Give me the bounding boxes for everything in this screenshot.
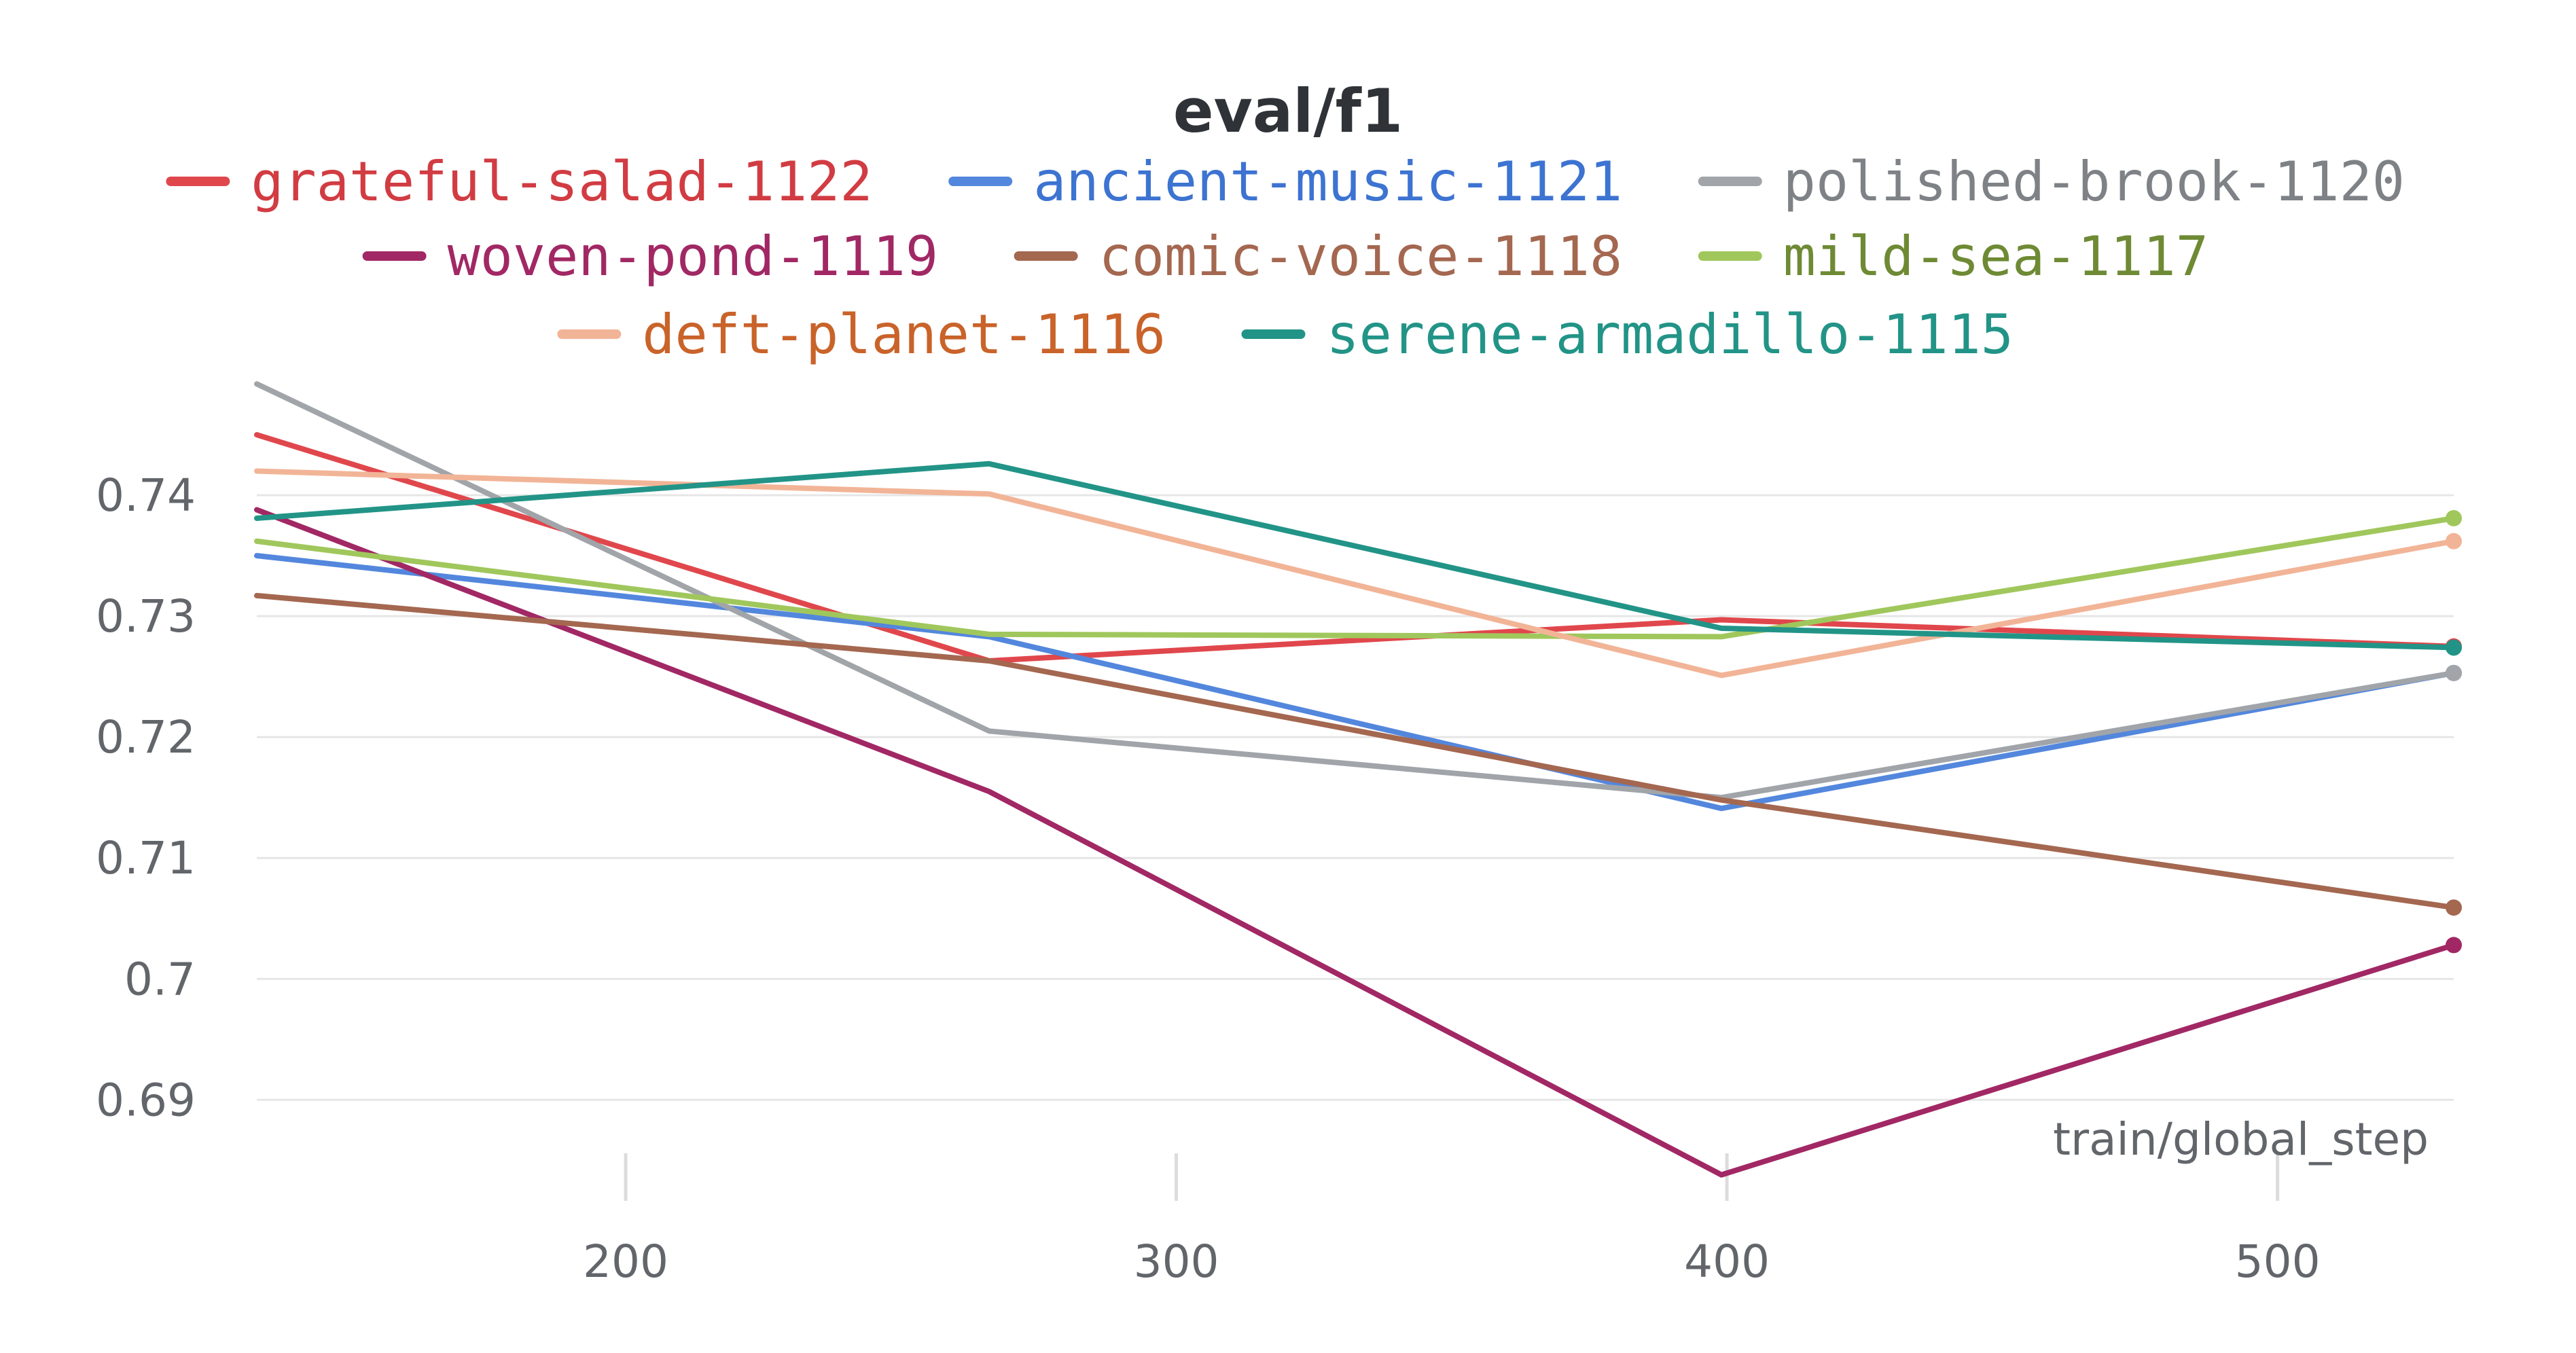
series-line-polished-brook-1120 — [254, 381, 2456, 801]
legend-label: comic-voice-1118 — [1099, 225, 1623, 288]
y-tick-label: 0.7 — [124, 953, 196, 1005]
chart-title: eval/f1 — [1173, 76, 1403, 146]
series-line-woven-pond-1119 — [254, 507, 2456, 1178]
legend: grateful-salad-1122 ancient-music-1121 pol… — [166, 150, 2405, 366]
legend-label: woven-pond-1119 — [448, 225, 938, 288]
series-end-marker — [2446, 509, 2462, 526]
legend-label: deft-planet-1116 — [642, 303, 1166, 366]
series-end-marker — [2446, 664, 2462, 681]
x-tick-label: 300 — [1134, 1235, 1219, 1288]
series-end-marker — [2446, 533, 2462, 549]
x-tick-label: 200 — [583, 1235, 668, 1288]
x-tick-label: 400 — [1684, 1235, 1770, 1288]
series-end-marker — [2446, 639, 2462, 656]
legend-label: polished-brook-1120 — [1783, 150, 2405, 213]
y-tick-label: 0.71 — [96, 832, 196, 884]
series-line-ancient-music-1121 — [254, 553, 2456, 812]
y-tick-label: 0.69 — [96, 1074, 196, 1126]
series-end-marker — [2446, 937, 2462, 954]
y-tick-label: 0.73 — [96, 590, 196, 643]
x-axis-ticks: 200 300 400 500 — [583, 1153, 2321, 1288]
series-line-comic-voice-1118 — [254, 592, 2456, 911]
y-axis-tick-labels: 0.69 0.7 0.71 0.72 0.73 0.74 — [96, 469, 196, 1126]
legend-label: serene-armadillo-1115 — [1327, 303, 2014, 366]
grid-lines — [257, 494, 2454, 1101]
series-line-grateful-salad-1122 — [254, 432, 2456, 664]
legend-label: grateful-salad-1122 — [251, 150, 872, 213]
series-line-deft-planet-1116 — [254, 468, 2456, 679]
series-line-mild-sea-1117 — [254, 516, 2456, 640]
legend-label: ancient-music-1121 — [1033, 150, 1622, 213]
series-end-marker — [2446, 899, 2462, 916]
x-axis-title: train/global_step — [2053, 1113, 2429, 1166]
y-tick-label: 0.72 — [96, 711, 196, 763]
x-tick-label: 500 — [2235, 1235, 2321, 1288]
series-line-serene-armadillo-1115 — [254, 461, 2456, 651]
series-lines — [254, 381, 2462, 1178]
legend-label: mild-sea-1117 — [1783, 225, 2208, 288]
y-tick-label: 0.74 — [96, 469, 196, 522]
